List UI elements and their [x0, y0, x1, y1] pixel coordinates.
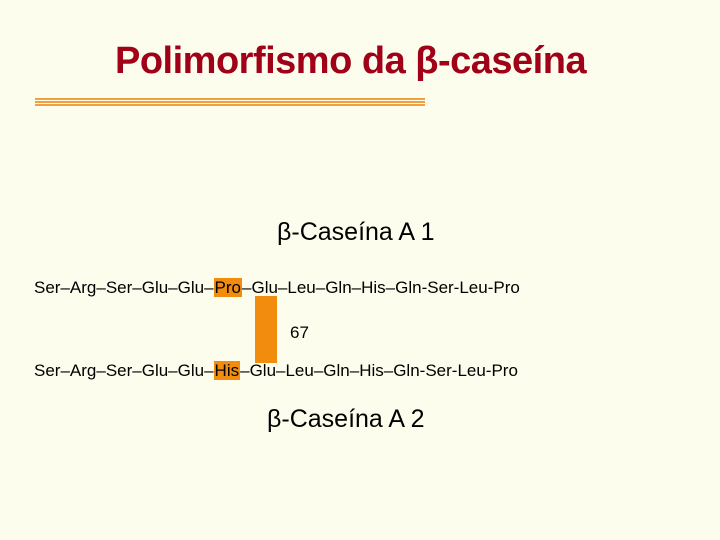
- seq-a1-post: –Glu–Leu–Gln–His–Gln-Ser-Leu-Pro: [242, 278, 520, 297]
- label-caseina-a1: β-Caseína A 1: [277, 218, 435, 247]
- position-highlight-box: [255, 320, 277, 340]
- sequence-a2: Ser–Arg–Ser–Glu–Glu–His–Glu–Leu–Gln–His–…: [34, 361, 518, 381]
- seq-a2-pre: Ser–Arg–Ser–Glu–Glu–: [34, 361, 214, 380]
- highlight-connector-top: [255, 296, 277, 323]
- seq-a1-mutation: Pro: [214, 278, 242, 297]
- position-number: 67: [290, 323, 309, 343]
- sequence-a1: Ser–Arg–Ser–Glu–Glu–Pro–Glu–Leu–Gln–His–…: [34, 278, 520, 298]
- a2-beta: β: [267, 405, 281, 433]
- slide-title: Polimorfismo da β-caseína: [115, 40, 586, 83]
- seq-a2-post: –Glu–Leu–Gln–His–Gln-Ser-Leu-Pro: [240, 361, 518, 380]
- title-beta: β: [415, 40, 438, 82]
- seq-a2-mutation: His: [214, 361, 241, 380]
- a1-text: -Caseína A 1: [291, 218, 434, 246]
- title-post: -caseína: [438, 40, 586, 82]
- label-caseina-a2: β-Caseína A 2: [267, 405, 425, 434]
- title-underline: [35, 98, 425, 106]
- seq-a1-pre: Ser–Arg–Ser–Glu–Glu–: [34, 278, 214, 297]
- highlight-connector-bottom: [255, 340, 277, 363]
- a1-beta: β: [277, 218, 291, 246]
- title-pre: Polimorfismo da: [115, 40, 415, 82]
- a2-text: -Caseína A 2: [281, 405, 424, 433]
